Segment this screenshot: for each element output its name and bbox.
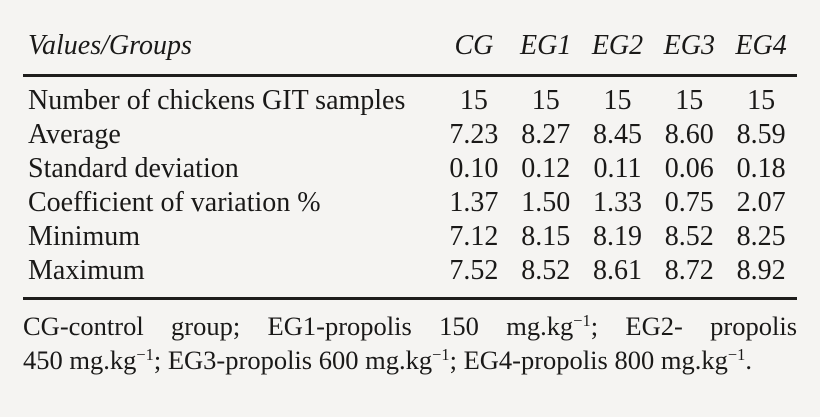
value-cell: 7.12 — [449, 221, 499, 252]
table-footnote: CG-control group; EG1-propolis 150 mg.kg… — [23, 309, 797, 377]
value-cell: 2.07 — [736, 187, 786, 218]
superscript-exponent: −1 — [432, 344, 450, 364]
value-cell: 8.59 — [736, 119, 786, 150]
row-label: Minimum — [28, 221, 141, 252]
table-row-minimum: Minimum 7.12 8.15 8.19 8.52 8.25 — [23, 220, 797, 254]
value-cell: 8.52 — [509, 254, 582, 300]
footnote-text: ; EG4-propolis 800 mg.kg — [449, 345, 728, 375]
superscript-exponent: −1 — [136, 344, 154, 364]
table-row-maximum: Maximum 7.52 8.52 8.61 8.72 8.92 — [23, 254, 797, 300]
value-cell: 15 — [459, 85, 488, 116]
superscript-exponent: −1 — [573, 310, 591, 330]
row-label: Coefficient of variation % — [28, 187, 321, 218]
table-row-standard-deviation: Standard deviation 0.10 0.12 0.11 0.06 0… — [23, 152, 797, 186]
footnote-text: ; EG3-propolis 600 mg.kg — [153, 345, 433, 375]
value-cell: 1.50 — [521, 187, 571, 218]
header-values-groups: Values/Groups — [23, 30, 438, 77]
value-cell: 8.92 — [725, 254, 797, 300]
row-label: Maximum — [23, 254, 438, 300]
value-cell: 8.45 — [592, 119, 642, 150]
footnote-text: 450 mg.kg — [23, 345, 137, 375]
value-cell: 8.60 — [664, 119, 714, 150]
row-label: Number of chickens GIT samples — [28, 85, 406, 116]
value-cell: 8.25 — [736, 221, 786, 252]
table-row-coefficient-variation: Coefficient of variation % 1.37 1.50 1.3… — [23, 186, 797, 220]
value-cell: 8.19 — [592, 221, 642, 252]
table-header-row: Values/Groups CG EG1 EG2 EG3 EG4 — [23, 30, 797, 77]
header-col-eg1: EG1 — [509, 30, 582, 77]
value-cell: 0.18 — [736, 153, 786, 184]
paper-table-figure: Values/Groups CG EG1 EG2 EG3 EG4 Number … — [23, 30, 797, 377]
footnote-text: CG-control group; EG1-propolis 150 mg.kg — [23, 311, 574, 341]
row-label: Standard deviation — [28, 153, 239, 184]
footnote-text: ; EG2- propolis — [590, 311, 798, 341]
value-cell: 0.75 — [664, 187, 714, 218]
table-row-samples: Number of chickens GIT samples 15 15 15 … — [23, 76, 797, 119]
statistics-table: Values/Groups CG EG1 EG2 EG3 EG4 Number … — [23, 30, 797, 300]
value-cell: 1.33 — [592, 187, 642, 218]
table-row-average: Average 7.23 8.27 8.45 8.60 8.59 — [23, 118, 797, 152]
value-cell: 0.06 — [664, 153, 714, 184]
footnote-line-2: 450 mg.kg−1; EG3-propolis 600 mg.kg−1; E… — [23, 343, 797, 377]
footnote-text: . — [745, 345, 752, 375]
value-cell: 8.27 — [521, 119, 571, 150]
footnote-line-1: CG-control group; EG1-propolis 150 mg.kg… — [23, 309, 797, 343]
header-col-eg2: EG2 — [581, 30, 654, 77]
value-cell: 0.11 — [593, 153, 642, 184]
value-cell: 15 — [747, 85, 776, 116]
value-cell: 15 — [603, 85, 632, 116]
value-cell: 8.15 — [521, 221, 571, 252]
value-cell: 7.23 — [449, 119, 499, 150]
value-cell: 0.12 — [521, 153, 571, 184]
value-cell: 8.61 — [581, 254, 654, 300]
value-cell: 15 — [675, 85, 704, 116]
header-col-cg: CG — [438, 30, 510, 77]
value-cell: 8.52 — [664, 221, 714, 252]
row-label: Average — [28, 119, 121, 150]
value-cell: 8.72 — [653, 254, 726, 300]
value-cell: 7.52 — [438, 254, 510, 300]
value-cell: 0.10 — [449, 153, 499, 184]
header-col-eg4: EG4 — [725, 30, 797, 77]
header-col-eg3: EG3 — [653, 30, 726, 77]
value-cell: 15 — [531, 85, 560, 116]
superscript-exponent: −1 — [727, 344, 746, 364]
value-cell: 1.37 — [449, 187, 499, 218]
